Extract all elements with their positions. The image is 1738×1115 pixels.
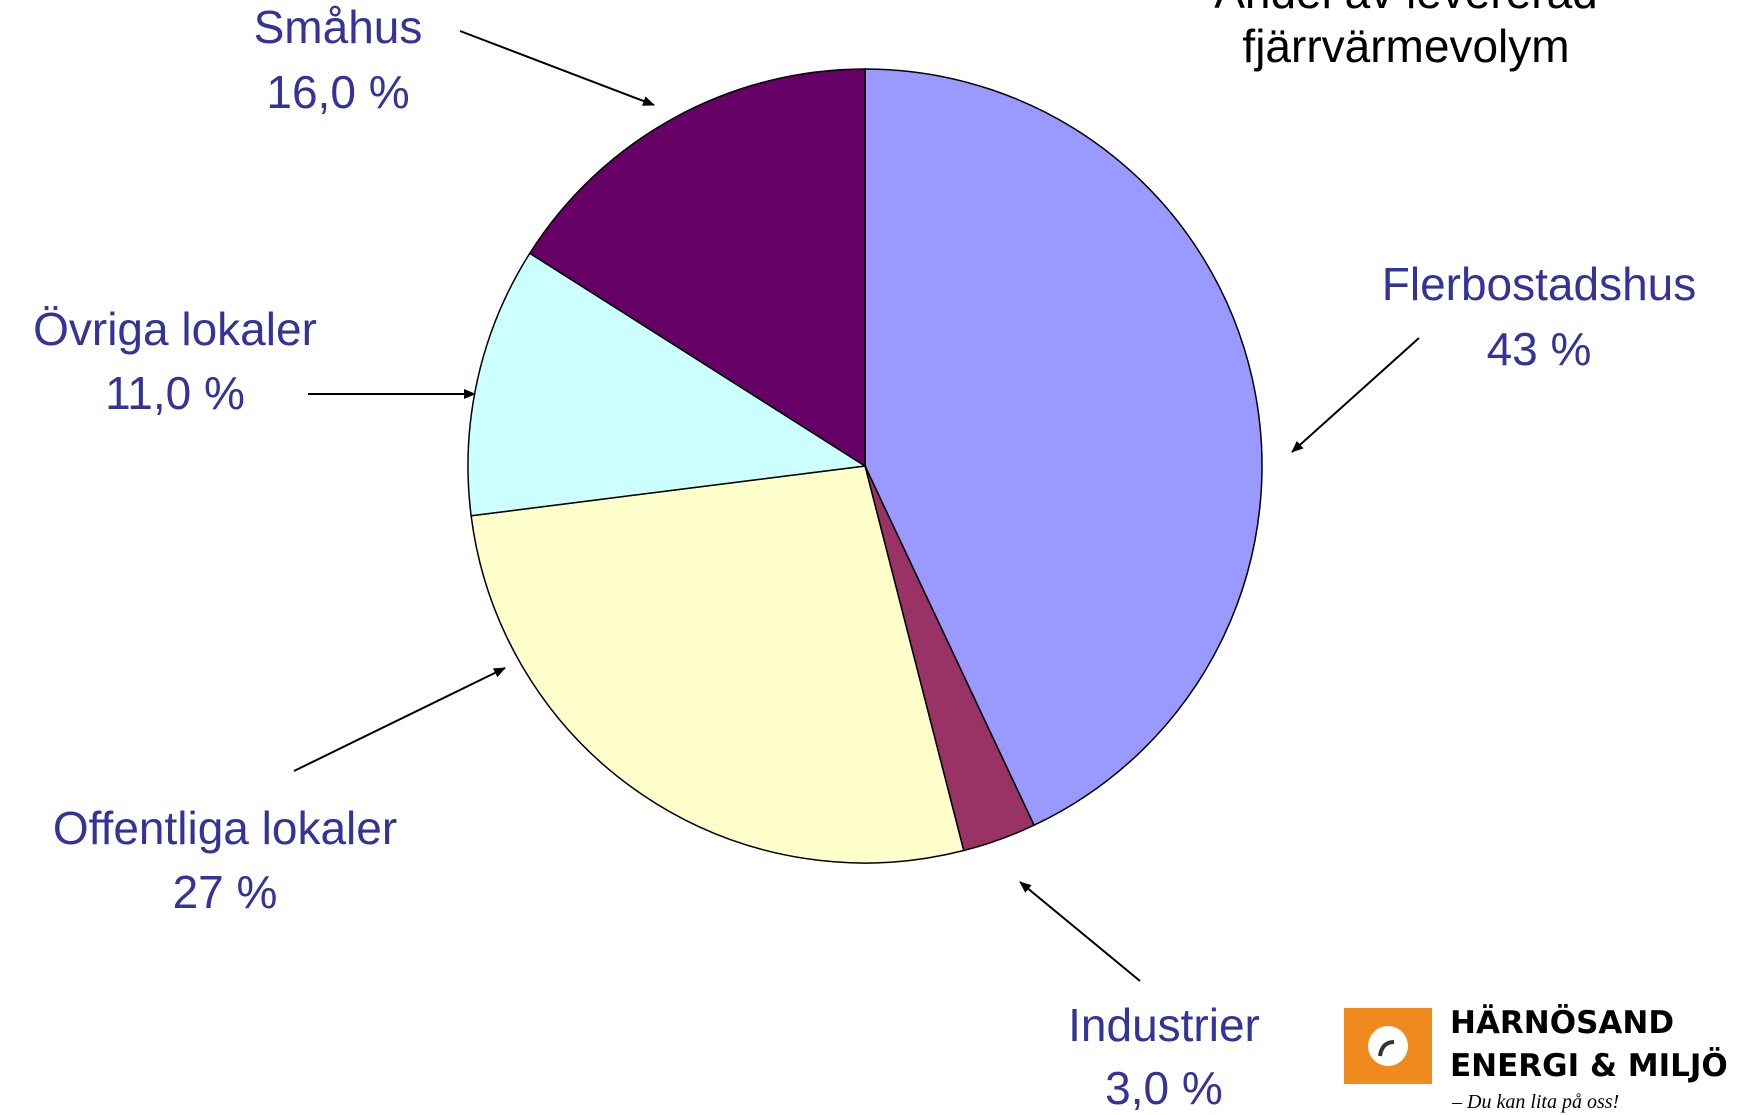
value-label: 43 % [1487,323,1592,375]
pie-slice [470,465,965,864]
logo-line1: HÄRNÖSAND [1450,1004,1674,1041]
value-label: 3,0 % [1105,1062,1223,1114]
value-label: 16,0 % [266,66,409,118]
logo-arrow [1378,1040,1395,1057]
pie-slice [864,68,1263,827]
value-label: 11,0 % [105,367,245,419]
logo-line2: ENERGI & MILJÖ [1450,1047,1728,1084]
logo-tagline: – Du kan lita på oss! [1451,1091,1619,1113]
slice-label: Offentliga lokaler [53,802,397,854]
slice-label: Flerbostadshus [1382,258,1697,310]
logo-sun [1368,1026,1408,1066]
chart-title: Andel av levereradfjärrvärmevolym [1214,0,1598,72]
pie-slice [528,68,866,468]
logo: HÄRNÖSAND ENERGI & MILJÖ – Du kan lita p… [1344,1004,1728,1113]
slice-label: Småhus [254,1,423,53]
leader-arrow [459,30,655,106]
leader-arrow [293,667,506,772]
pie-slice [467,252,868,517]
leader-arrow [1019,881,1141,982]
slice-label: Industrier [1068,999,1260,1051]
value-label: 27 % [173,866,278,918]
slice-label: Övriga lokaler [33,303,317,355]
leader-arrow [1291,337,1420,453]
